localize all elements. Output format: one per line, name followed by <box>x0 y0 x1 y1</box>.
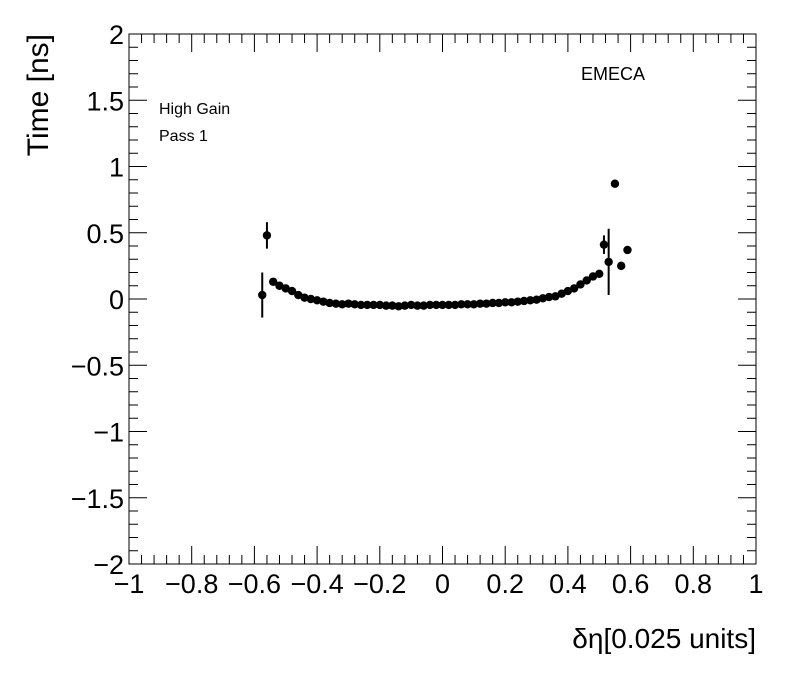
data-point <box>281 284 290 293</box>
data-point <box>325 298 334 308</box>
data-point <box>569 284 579 293</box>
y-tick-label: 0 <box>109 285 124 315</box>
data-point <box>406 300 416 310</box>
data-point <box>494 298 504 308</box>
x-tick-label: 1 <box>748 569 763 599</box>
data-point <box>388 301 397 310</box>
x-tick-label: 0.2 <box>486 569 524 599</box>
data-point <box>582 276 591 285</box>
data-point <box>557 289 566 298</box>
y-tick-label: 0.5 <box>86 219 124 249</box>
data-point <box>287 286 297 296</box>
data-point <box>269 277 278 286</box>
data-point <box>425 300 435 310</box>
gain-label: High Gain <box>159 101 230 118</box>
y-tick-label: 2 <box>109 20 124 50</box>
axis-ticks <box>128 33 757 565</box>
pass-label: Pass 1 <box>159 128 208 145</box>
data-point <box>300 293 309 302</box>
data-point <box>331 299 341 308</box>
data-point <box>544 292 554 302</box>
data-points <box>258 179 632 318</box>
x-tick-label: 0 <box>435 569 450 599</box>
y-tick-label: −1 <box>93 418 124 448</box>
data-point <box>616 261 626 271</box>
x-tick-label: 0.4 <box>549 569 587 599</box>
data-point <box>538 294 548 303</box>
y-tick-label: −0.5 <box>71 351 124 381</box>
data-point <box>463 300 472 309</box>
x-tick-label: 0.8 <box>675 569 713 599</box>
data-point <box>344 299 353 308</box>
data-point <box>400 301 410 310</box>
y-tick-label: −1.5 <box>71 484 124 514</box>
data-point <box>319 297 328 306</box>
data-point <box>604 257 613 267</box>
data-point <box>610 179 620 188</box>
data-point <box>450 300 460 310</box>
data-point <box>275 281 284 290</box>
x-tick-labels: −1 −0.8 −0.6 −0.4 −0.2 0 0.2 0.4 0.6 0.8 1 <box>114 569 764 599</box>
data-point <box>381 301 391 310</box>
data-point <box>563 286 573 296</box>
data-point <box>413 301 422 310</box>
detector-label: EMECA <box>581 64 645 84</box>
data-point <box>419 301 428 310</box>
x-axis-label: δη[0.025 units] <box>572 623 756 654</box>
data-point <box>394 302 403 311</box>
x-tick-label: −1 <box>114 569 145 599</box>
data-point <box>532 295 541 304</box>
data-point <box>444 300 453 310</box>
data-point <box>294 290 303 300</box>
y-tick-label: 1 <box>109 153 124 183</box>
data-point <box>599 240 609 249</box>
data-point <box>438 300 447 310</box>
data-point <box>588 272 598 281</box>
x-tick-label: −0.4 <box>290 569 343 599</box>
x-tick-label: −0.8 <box>165 569 218 599</box>
data-point <box>469 300 479 309</box>
data-point <box>623 245 632 255</box>
data-point <box>475 299 485 308</box>
data-point <box>375 300 384 310</box>
data-point <box>312 296 322 305</box>
data-point <box>526 296 535 305</box>
data-point <box>432 300 441 310</box>
data-point <box>258 290 267 300</box>
data-point <box>350 300 359 309</box>
data-point <box>262 231 272 240</box>
data-point <box>337 300 347 309</box>
data-point <box>363 300 372 310</box>
data-point <box>457 300 466 309</box>
y-tick-label: 1.5 <box>86 86 124 116</box>
data-point <box>482 299 491 308</box>
data-point <box>551 292 560 301</box>
data-point <box>369 300 378 310</box>
data-point <box>488 298 497 308</box>
x-tick-label: 0.6 <box>612 569 650 599</box>
y-tick-labels: −2 −1.5 −1 −0.5 0 0.5 1 1.5 2 <box>71 20 124 580</box>
data-point <box>595 269 604 279</box>
y-axis-label: Time [ns] <box>22 34 55 156</box>
x-tick-label: −0.2 <box>353 569 406 599</box>
x-tick-label: −0.6 <box>228 569 281 599</box>
data-point <box>306 294 316 304</box>
data-point <box>519 296 529 306</box>
data-point <box>501 298 510 307</box>
data-point <box>507 298 516 307</box>
y-tick-label: −2 <box>93 550 124 580</box>
data-point <box>576 280 585 289</box>
data-point <box>356 300 366 310</box>
data-point <box>513 297 522 306</box>
